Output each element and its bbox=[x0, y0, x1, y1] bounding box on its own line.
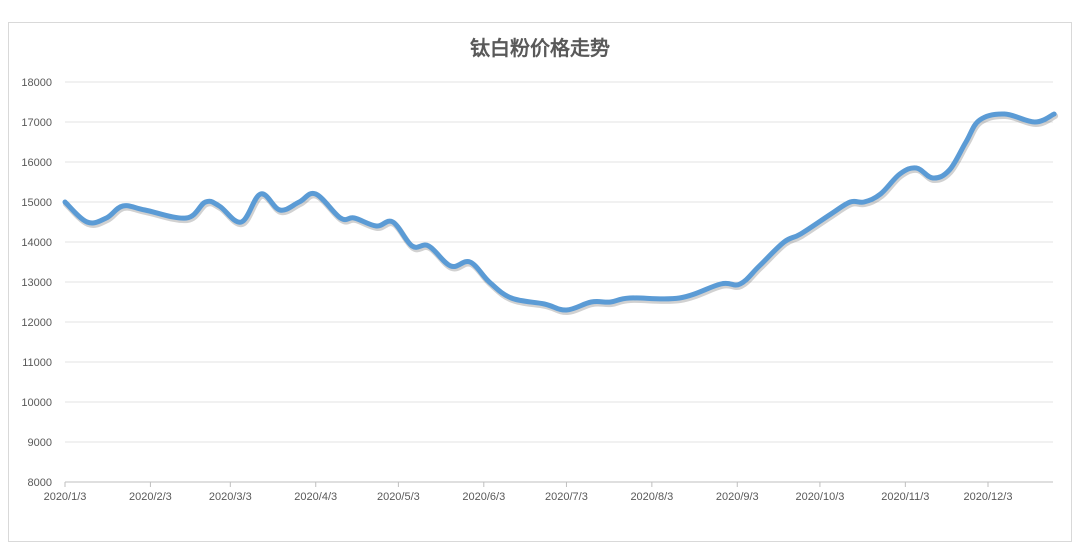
x-axis: 2020/1/3 2020/2/3 2020/3/3 2020/4/3 2020/5/3… bbox=[44, 482, 1013, 503]
y-tick-label: 13000 bbox=[21, 277, 52, 289]
chart-title: 钛白粉价格走势 bbox=[470, 36, 610, 60]
y-tick-label: 8000 bbox=[28, 477, 52, 489]
x-tick-label: 2020/6/3 bbox=[462, 491, 505, 503]
y-tick-label: 17000 bbox=[21, 117, 52, 129]
x-tick-label: 2020/8/3 bbox=[630, 491, 673, 503]
x-tick-label: 2020/1/3 bbox=[44, 491, 87, 503]
x-tick-label: 2020/11/3 bbox=[881, 491, 929, 503]
line-chart: 钛白粉价格走势 8000 9000 10000 11000 12000 13000 1400… bbox=[0, 0, 1080, 527]
x-tick-label: 2020/12/3 bbox=[964, 491, 1013, 503]
y-tick-label: 16000 bbox=[21, 157, 52, 169]
x-tick-label: 2020/9/3 bbox=[716, 491, 759, 503]
x-tick-label: 2020/4/3 bbox=[294, 491, 337, 503]
gridlines bbox=[65, 82, 1053, 482]
x-tick-label: 2020/2/3 bbox=[129, 491, 172, 503]
y-tick-label: 9000 bbox=[28, 437, 52, 449]
x-tick-label: 2020/5/3 bbox=[377, 491, 420, 503]
x-tick-label: 2020/3/3 bbox=[209, 491, 252, 503]
x-tick-label: 2020/7/3 bbox=[545, 491, 588, 503]
y-tick-label: 14000 bbox=[21, 237, 52, 249]
y-tick-label: 15000 bbox=[21, 197, 52, 209]
y-tick-label: 12000 bbox=[21, 317, 52, 329]
series-line bbox=[65, 114, 1054, 310]
series-line-shadow bbox=[66, 116, 1055, 312]
x-tick-label: 2020/10/3 bbox=[795, 491, 844, 503]
y-tick-label: 18000 bbox=[21, 77, 52, 89]
y-axis: 8000 9000 10000 11000 12000 13000 14000 15000 16… bbox=[21, 77, 52, 489]
y-tick-label: 11000 bbox=[22, 357, 52, 369]
y-tick-label: 10000 bbox=[21, 397, 52, 409]
